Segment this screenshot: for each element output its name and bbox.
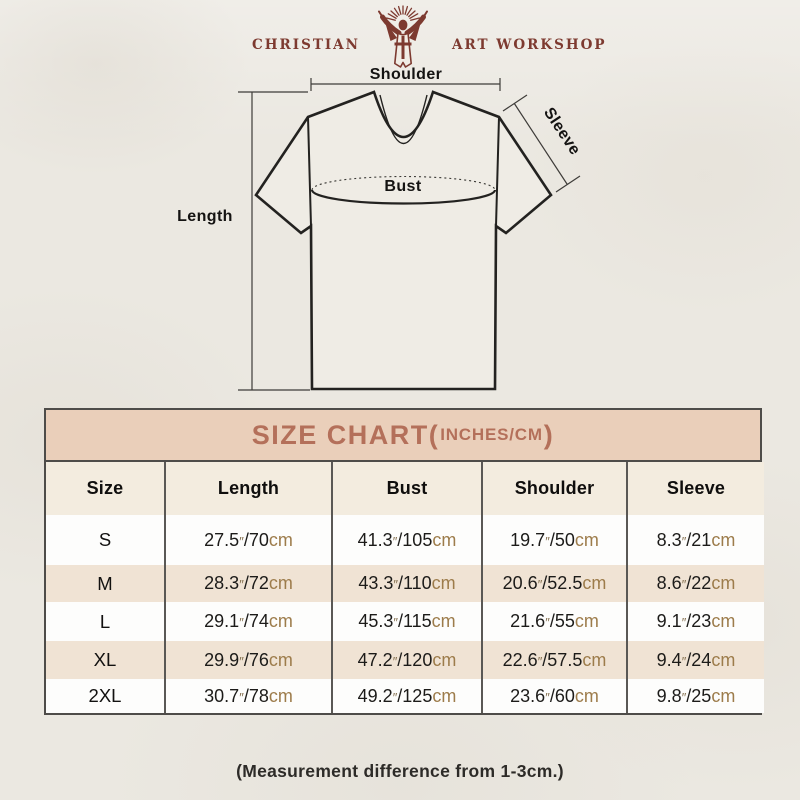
brand-logo: CHRISTIAN ART WORKSHOP [0, 0, 800, 72]
column-header-shoulder: Shoulder [481, 462, 627, 515]
table-row: S 27.5″/70cm 41.3″/105cm 19.7″/50cm 8.3″/21c… [46, 515, 764, 565]
sleeve-dimension-line [502, 94, 581, 193]
shoulder-dimension-line [310, 78, 501, 91]
tshirt-outline [254, 90, 553, 391]
size-table: Size Length Bust Shoulder Sleeve S 27.5″/… [46, 462, 764, 713]
column-header-bust: Bust [331, 462, 482, 515]
jesus-rays-cross-icon [378, 5, 428, 68]
cell-size: L [99, 610, 111, 632]
cell-length: 29.1″/74cm [164, 602, 332, 641]
size-table-body: S 27.5″/70cm 41.3″/105cm 19.7″/50cm 8.3″/21c… [46, 515, 764, 713]
cell-size: M [97, 572, 113, 594]
tshirt-measurement-diagram: Shoulder Length Bust Sleeve [177, 66, 584, 391]
cell-size: XL [93, 649, 117, 670]
bust-ellipse-dotted [311, 175, 496, 191]
size-chart-title-band: SIZE CHART( INCHES/CM ) [46, 410, 760, 462]
measurement-note: (Measurement difference from 1-3cm.) [236, 761, 564, 781]
shoulder-label: Shoulder [370, 66, 443, 83]
cell-size: S [98, 529, 112, 550]
size-chart: SIZE CHART( INCHES/CM ) Size Length Bust… [44, 408, 764, 715]
table-row: M 28.3″/72cm 43.3″/110cm 20.6″/52.5cm 8.6″/2… [46, 565, 764, 602]
cell-bust: 45.3″/115cm [331, 602, 482, 641]
cell-bust: 47.2″/120cm [331, 641, 482, 679]
cell-length: 30.7″/78cm [164, 679, 332, 713]
table-row: L 29.1″/74cm 45.3″/115cm 21.6″/55cm 9.1″/23c… [46, 602, 764, 641]
cell-length: 28.3″/72cm [164, 565, 332, 602]
size-chart-title-close: ) [543, 419, 555, 450]
cell-sleeve: 8.3″/21cm [626, 515, 764, 565]
cell-sleeve: 8.6″/22cm [626, 565, 764, 602]
table-row: XL 29.9″/76cm 47.2″/120cm 22.6″/57.5cm 9.4″/… [46, 641, 764, 679]
column-header-length: Length [164, 462, 332, 515]
cell-shoulder: 22.6″/57.5cm [481, 641, 627, 679]
cell-length: 29.9″/76cm [164, 641, 332, 679]
bust-ellipse-solid [310, 189, 497, 205]
column-header-sleeve: Sleeve [626, 462, 764, 515]
cell-shoulder: 23.6″/60cm [481, 679, 627, 713]
cell-sleeve: 9.1″/23cm [626, 602, 764, 641]
cell-sleeve: 9.8″/25cm [626, 679, 764, 713]
table-header-row: Size Length Bust Shoulder Sleeve [46, 462, 764, 515]
cell-bust: 41.3″/105cm [331, 515, 482, 565]
sleeve-label: Sleeve [540, 105, 583, 159]
cell-bust: 43.3″/110cm [331, 565, 482, 602]
cell-shoulder: 21.6″/55cm [481, 602, 627, 641]
length-dimension-line [238, 91, 310, 391]
cell-shoulder: 19.7″/50cm [481, 515, 627, 565]
length-label: Length [177, 208, 233, 225]
cell-length: 27.5″/70cm [164, 515, 332, 565]
table-row: 2XL 30.7″/78cm 49.2″/125cm 23.6″/60cm 9.8″/2… [46, 679, 764, 713]
cell-sleeve: 9.4″/24cm [626, 641, 764, 679]
cell-size: 2XL [88, 685, 122, 706]
column-header-size: Size [86, 478, 124, 498]
bust-label: Bust [384, 178, 421, 195]
size-chart-title-units: INCHES/CM [440, 425, 543, 444]
brand-name-right: ART WORKSHOP [452, 37, 607, 53]
size-chart-title: SIZE CHART( [251, 419, 440, 450]
cell-shoulder: 20.6″/52.5cm [481, 565, 627, 602]
collar-line [379, 94, 428, 144]
cell-bust: 49.2″/125cm [331, 679, 482, 713]
brand-name-left: CHRISTIAN [252, 37, 360, 53]
